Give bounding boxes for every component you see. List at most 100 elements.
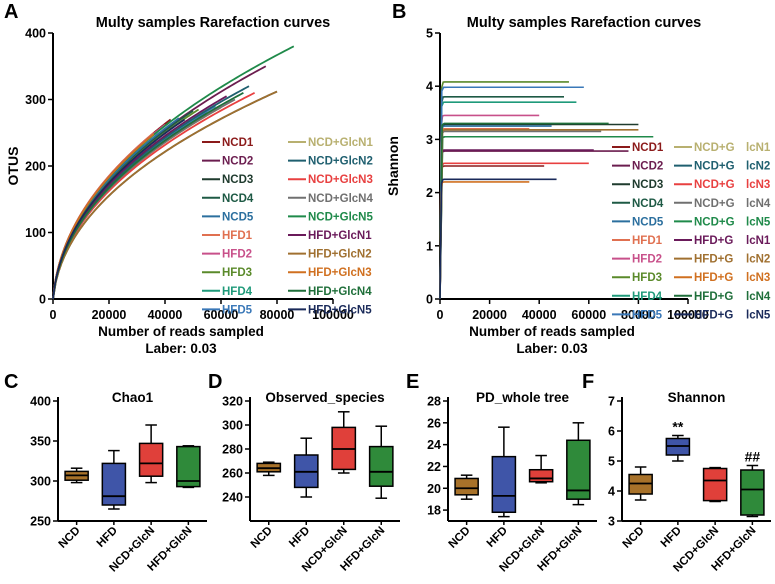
legend-label: lcN5: [746, 309, 771, 321]
legend-label: NCD3: [632, 179, 663, 191]
series-line: [52, 133, 155, 300]
legend-label: NCD+GlcN5: [308, 211, 373, 223]
x-tick-label: 40000: [148, 308, 183, 322]
legend-label: HFD+GlcN1: [308, 230, 372, 242]
series-line: [439, 122, 609, 300]
series-line: [439, 86, 584, 300]
legend-label: NCD+G: [694, 179, 735, 191]
legend-label: HFD5: [632, 309, 663, 321]
series-line: [439, 127, 530, 300]
series-line: [52, 92, 244, 300]
series-line: [439, 165, 545, 300]
legend-label: HFD+GlcN4: [308, 286, 372, 298]
legend-label: lcN3: [746, 272, 770, 284]
legend-label: NCD+GlcN4: [308, 193, 373, 205]
series-line: [52, 45, 295, 300]
x-tick-label: 100000: [312, 308, 354, 322]
y-tick-label: 3: [426, 133, 433, 147]
legend-label: lcN2: [746, 161, 770, 173]
series-line: [439, 149, 594, 300]
panel-letter: E: [406, 371, 419, 393]
y-tick-label: 26: [427, 416, 441, 430]
y-tick-label: 100: [25, 226, 46, 240]
chart-title: Multy samples Rarefaction curves: [467, 15, 702, 31]
box-NCD+GlcN: [138, 442, 164, 477]
legend-label: HFD+GlcN5: [308, 304, 372, 316]
panel-A: A Multy samples Rarefaction curves 0 100 200…: [4, 1, 373, 356]
x-tick-label: 80000: [260, 308, 295, 322]
chart-title: Chao1: [112, 390, 154, 405]
legend-label: HFD4: [632, 291, 663, 303]
panel-letter: A: [4, 1, 18, 23]
legend-label: HFD4: [222, 286, 253, 298]
panel-letter: C: [4, 371, 18, 393]
legend-label: lcN4: [746, 291, 771, 303]
legend-label: HFD2: [222, 249, 252, 261]
chart-title: Observed_species: [265, 390, 384, 405]
box-NCD: [454, 477, 479, 496]
box-HFD+GlcN: [740, 469, 765, 516]
category-label: NCD: [621, 525, 647, 551]
x-tick-label: 0: [50, 308, 57, 322]
series-line: [439, 135, 654, 300]
box-NCD+GlcN: [528, 468, 554, 483]
legend-label: NCD+G: [694, 161, 735, 173]
series-line: [439, 125, 552, 300]
y-tick-label: 240: [222, 491, 243, 505]
subtitle: Laber: 0.03: [516, 341, 588, 356]
legend-label: HFD+G: [694, 272, 733, 284]
y-tick-label: 300: [25, 93, 46, 107]
significance-marker: ##: [745, 449, 761, 465]
series-line: [52, 95, 228, 300]
series-line: [439, 130, 602, 300]
y-tick-label: 3: [608, 515, 615, 529]
legend-label: HFD+G: [694, 309, 733, 321]
legend-label: NCD+G: [694, 216, 735, 228]
legend-label: NCD+G: [694, 198, 735, 210]
legend-label: HFD+GlcN3: [308, 267, 372, 279]
series-line: [52, 90, 278, 300]
series-line: [439, 150, 629, 300]
category-label: HFD: [287, 525, 312, 550]
box-HFD: [101, 462, 127, 506]
x-tick-label: 80000: [621, 308, 656, 322]
box-HFD+GlcN: [368, 445, 394, 487]
legend-label: NCD4: [632, 198, 664, 210]
y-tick-label: 6: [608, 425, 615, 439]
category-label: NCD: [447, 525, 473, 551]
category-label: NCD: [249, 525, 275, 551]
y-tick-label: 22: [427, 460, 441, 474]
legend-label: NCD+GlcN3: [308, 174, 373, 186]
y-tick-label: 5: [608, 455, 615, 469]
legend-label: NCD1: [222, 137, 254, 149]
y-tick-label: 1: [426, 239, 433, 253]
legend-label: NCD2: [222, 156, 253, 168]
legend-label: HFD3: [222, 267, 252, 279]
series-line: [439, 181, 530, 300]
legend-label: HFD1: [632, 235, 663, 247]
series-line: [439, 162, 589, 300]
legend-label: HFD+GlcN2: [308, 249, 372, 261]
legend-label: NCD2: [632, 161, 663, 173]
panel-letter: F: [582, 371, 594, 393]
series-line: [52, 85, 250, 300]
x-tick-label: 40000: [522, 308, 557, 322]
legend-label: NCD5: [632, 216, 664, 228]
y-tick-label: 5: [426, 27, 433, 41]
series-line: [52, 106, 222, 300]
y-tick-label: 260: [222, 467, 243, 481]
series-line: [439, 135, 614, 300]
box-HFD+GlcN: [566, 439, 591, 500]
panel-letter: D: [208, 371, 222, 393]
legend-label: NCD4: [222, 193, 254, 205]
x-axis-title: Number of reads sampled: [98, 324, 264, 339]
legend-label: NCD+G: [694, 142, 735, 154]
y-tick-label: 0: [426, 293, 433, 307]
y-tick-label: 28: [427, 395, 441, 409]
y-tick-label: 350: [30, 435, 51, 449]
category-label: NCD: [57, 525, 83, 551]
panel-B: B Multy samples Rarefaction curves 0 1 2 3 4 5 0…: [385, 1, 771, 356]
